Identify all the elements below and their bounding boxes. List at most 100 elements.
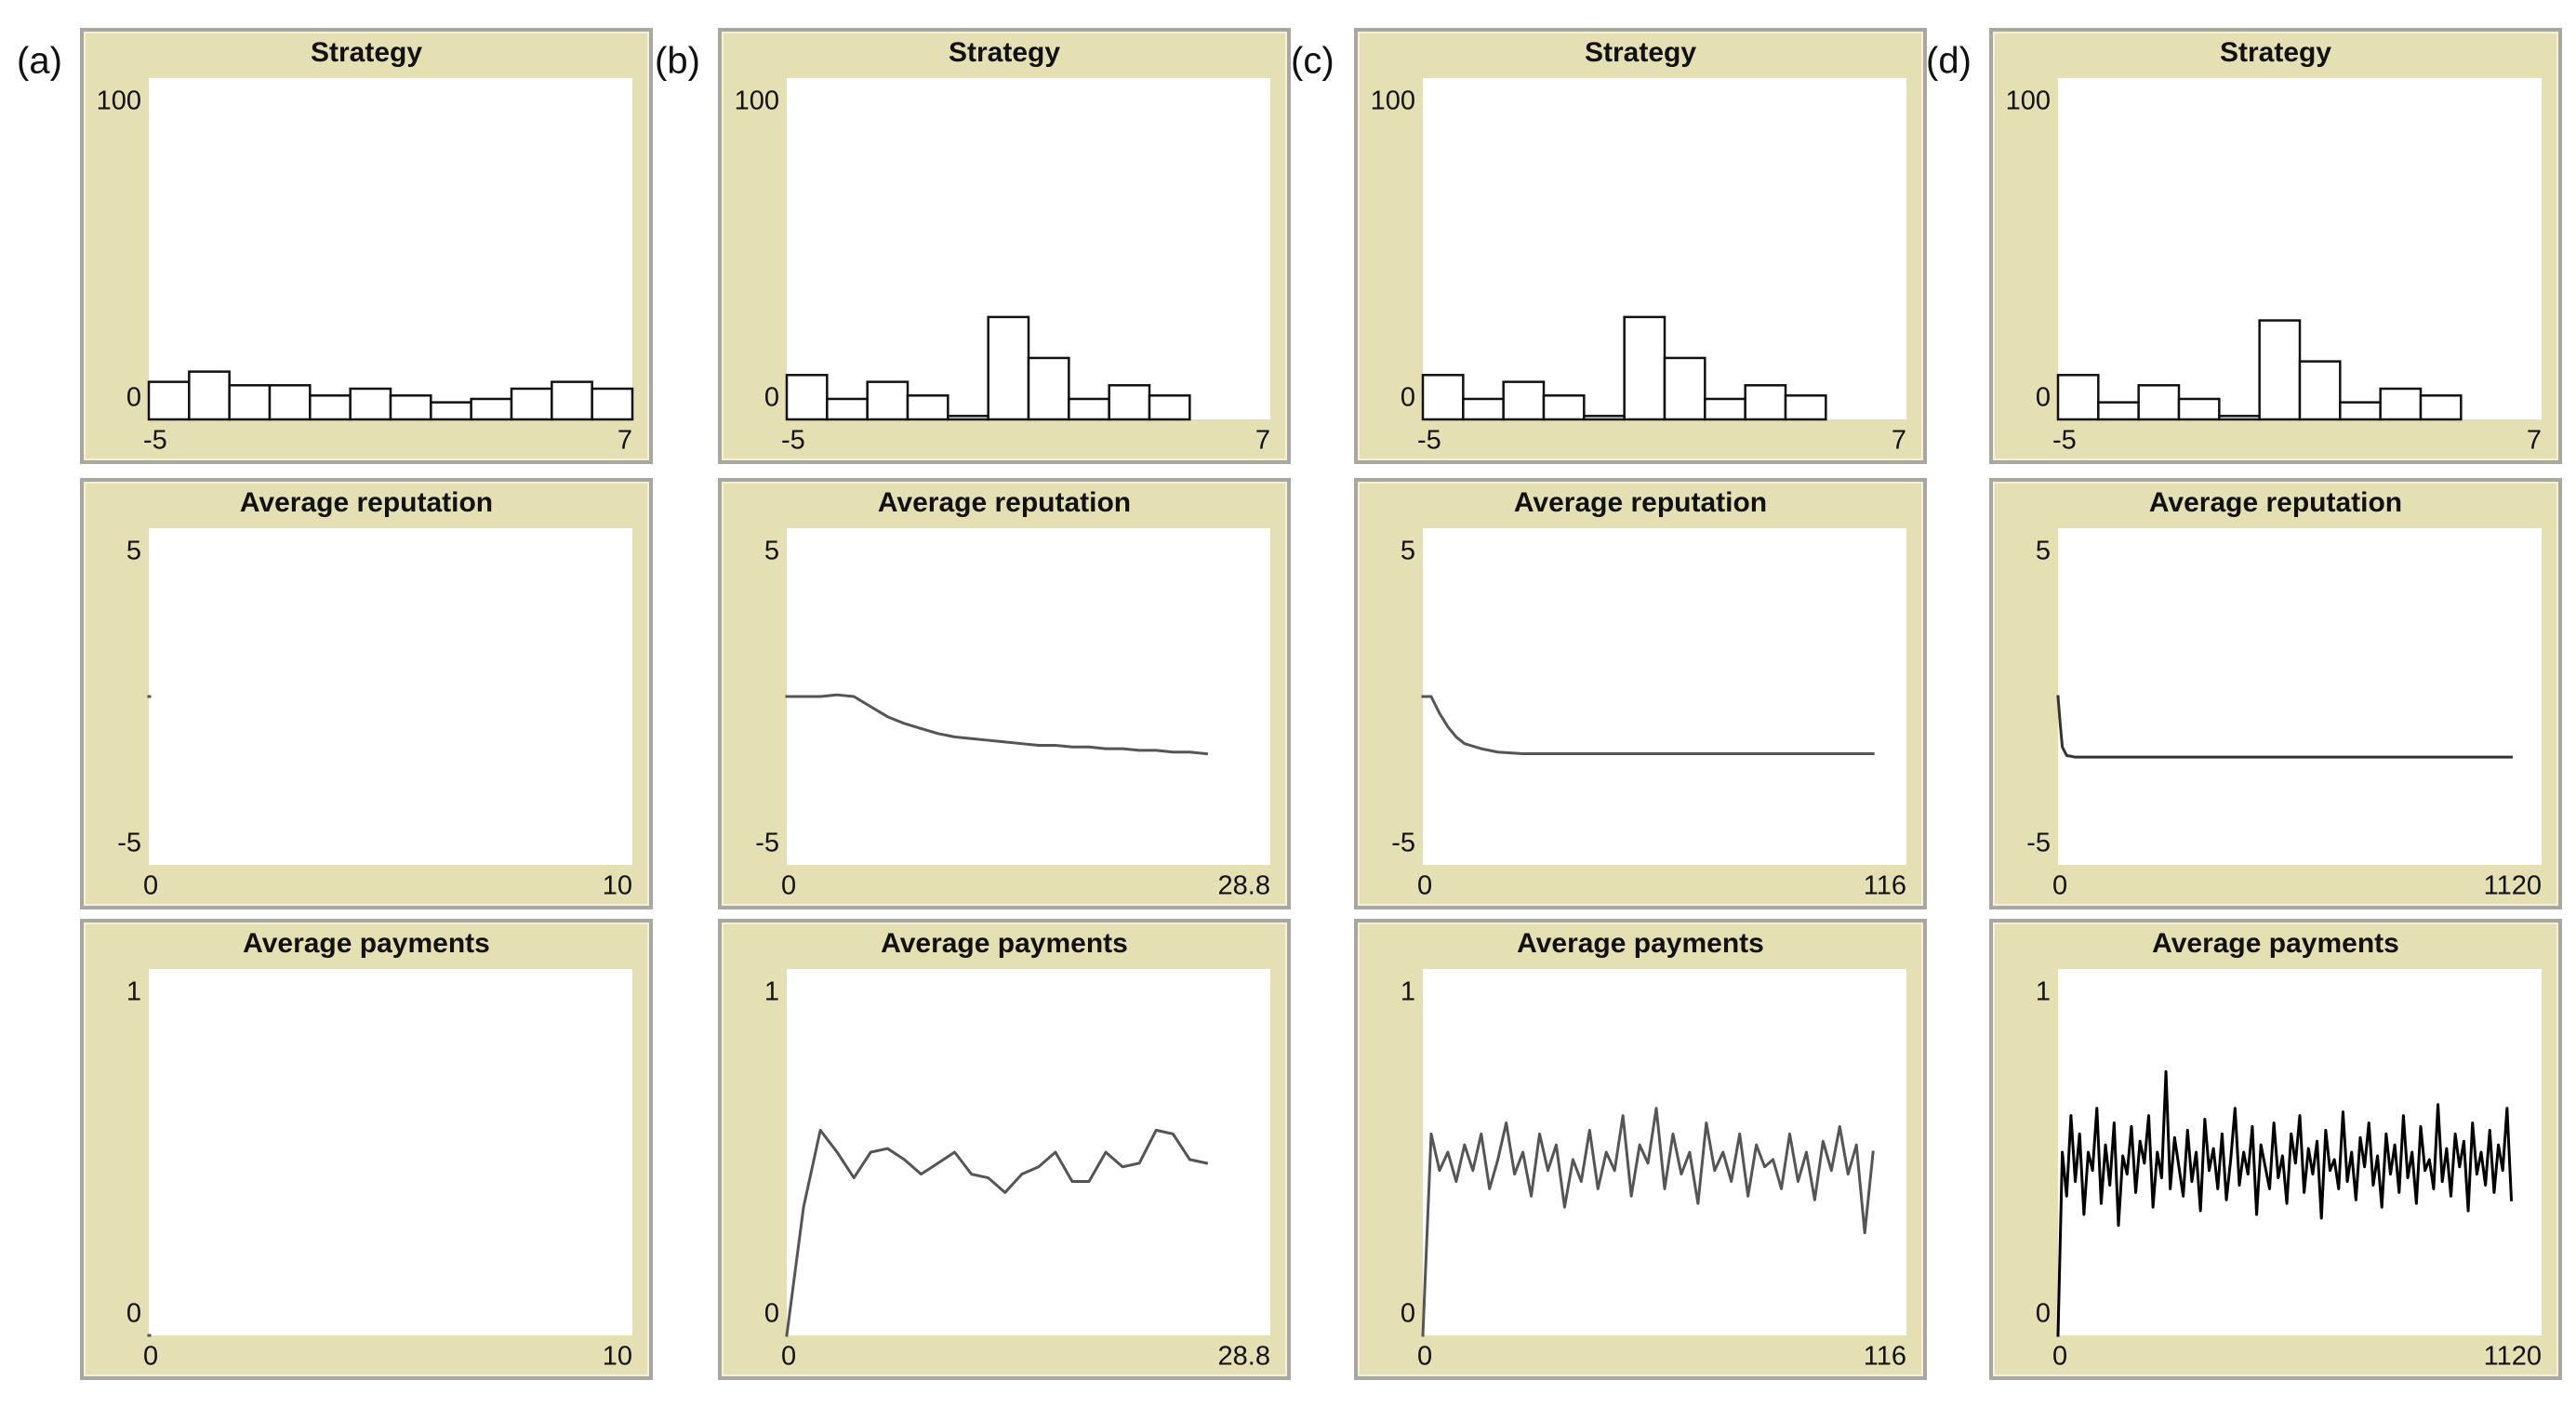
histogram-bar [947,415,989,421]
histogram-bar [1542,394,1586,421]
panel-bevel [722,923,1287,1376]
plot-title: Average payments [1517,928,1764,959]
data-line [1421,1107,1875,1337]
data-line [785,693,1209,756]
y-tick-label: 0 [126,1299,141,1329]
plot-area [1423,528,1906,865]
panel-bevel [1993,32,2558,460]
histogram-bar [2097,401,2140,421]
histogram-bar [2137,384,2181,421]
histogram-bar [1421,374,1465,421]
y-tick-label: 1 [1401,977,1415,1007]
panel-bevel [1358,482,1923,906]
x-tick-label: 7 [617,426,632,456]
x-tick-label: 28.8 [1218,1342,1270,1372]
histogram-bar [1027,356,1070,421]
plot-title: Average payments [2152,928,2399,959]
y-tick-label: 5 [1401,537,1415,566]
y-tick-label: -5 [117,829,141,858]
panel-bevel [722,32,1287,460]
y-tick-label: 0 [1401,383,1415,413]
x-tick-label: 7 [1255,426,1270,456]
plot-panel: Strategy 0 100 -5 7 [1989,28,2562,464]
y-tick-label: 1 [126,977,141,1007]
y-tick-label: 0 [764,383,779,413]
histogram-bar [1108,384,1151,421]
x-tick-label: -5 [2052,426,2077,456]
y-tick-label: 1 [764,977,779,1007]
plot-title: Average payments [243,928,490,959]
plot-panel: Average reputation -5 5 0 10 [80,478,653,909]
plot-area [149,78,632,419]
panel-bevel [1993,923,2558,1376]
plot-title: Strategy [311,37,422,68]
x-tick-label: -5 [781,426,805,456]
y-tick-label: 100 [97,86,141,116]
x-tick-label: 0 [143,871,158,901]
histogram-bar [551,380,593,421]
panel-bevel [1993,482,2558,906]
y-tick-label: 0 [126,383,141,413]
panel-label: (c) [1291,41,1334,82]
histogram-bar [1663,356,1706,421]
y-tick-label: 0 [2036,1299,2051,1329]
histogram-bar [188,370,231,421]
plot-panel: Average payments 0 1 0 1120 [1989,919,2562,1380]
plot-area [787,528,1270,865]
plot-title: Strategy [1585,37,1696,68]
y-tick-label: -5 [2026,829,2051,858]
x-tick-label: 1120 [2484,871,2542,901]
histogram-bar [1462,397,1505,421]
x-tick-label: 28.8 [1218,871,1270,901]
plot-title: Average reputation [2149,487,2402,518]
histogram-bar [1502,380,1546,421]
plot-panel: Average reputation -5 5 0 1120 [1989,478,2562,909]
histogram-bar [866,380,910,421]
y-tick-label: -5 [1391,829,1415,858]
plot-panel: Strategy 0 100 -5 7 [80,28,653,464]
data-line [785,1128,1209,1337]
panel-label: (d) [1926,41,1972,82]
panel-bevel [1358,923,1923,1376]
x-tick-label: 1120 [2484,1342,2542,1372]
y-tick-label: 0 [764,1299,779,1329]
histogram-bar [906,394,949,421]
plot-title: Average payments [881,928,1128,959]
x-tick-label: 10 [603,1342,632,1372]
panel-bevel [84,923,649,1376]
histogram-bar [2258,319,2302,421]
x-tick-label: 0 [781,871,796,901]
histogram-bar [826,397,869,421]
y-tick-label: 1 [2036,977,2051,1007]
histogram-bar [1623,315,1666,421]
plot-area [149,969,632,1335]
histogram-bar [268,384,312,421]
histogram-bar [1068,397,1110,421]
plot-panel: Average payments 0 1 0 28.8 [718,919,1291,1380]
histogram-bar [389,394,432,421]
histogram-bar [1148,394,1191,421]
plot-area [2058,969,2542,1335]
y-tick-label: 5 [2036,537,2051,566]
plot-area [149,528,632,865]
plot-panel: Average reputation -5 5 0 116 [1354,478,1927,909]
plot-title: Average reputation [878,487,1131,518]
y-tick-label: 100 [2006,86,2051,116]
plot-area [2058,528,2542,865]
panel-bevel [84,32,649,460]
plot-title: Strategy [949,37,1060,68]
x-tick-label: 7 [2527,426,2542,456]
x-tick-label: 10 [603,871,632,901]
plot-panel: Strategy 0 100 -5 7 [1354,28,1927,464]
x-tick-label: 7 [1892,426,1906,456]
panel-label: (a) [17,41,62,82]
histogram-bar [2339,401,2382,421]
y-tick-label: 5 [126,537,141,566]
plot-area [787,969,1270,1335]
plot-panel: Average payments 0 1 0 116 [1354,919,1927,1380]
histogram-bar [430,401,472,421]
histogram-bar [1583,415,1626,421]
histogram-bar [1744,384,1787,421]
x-tick-label: 0 [781,1342,796,1372]
